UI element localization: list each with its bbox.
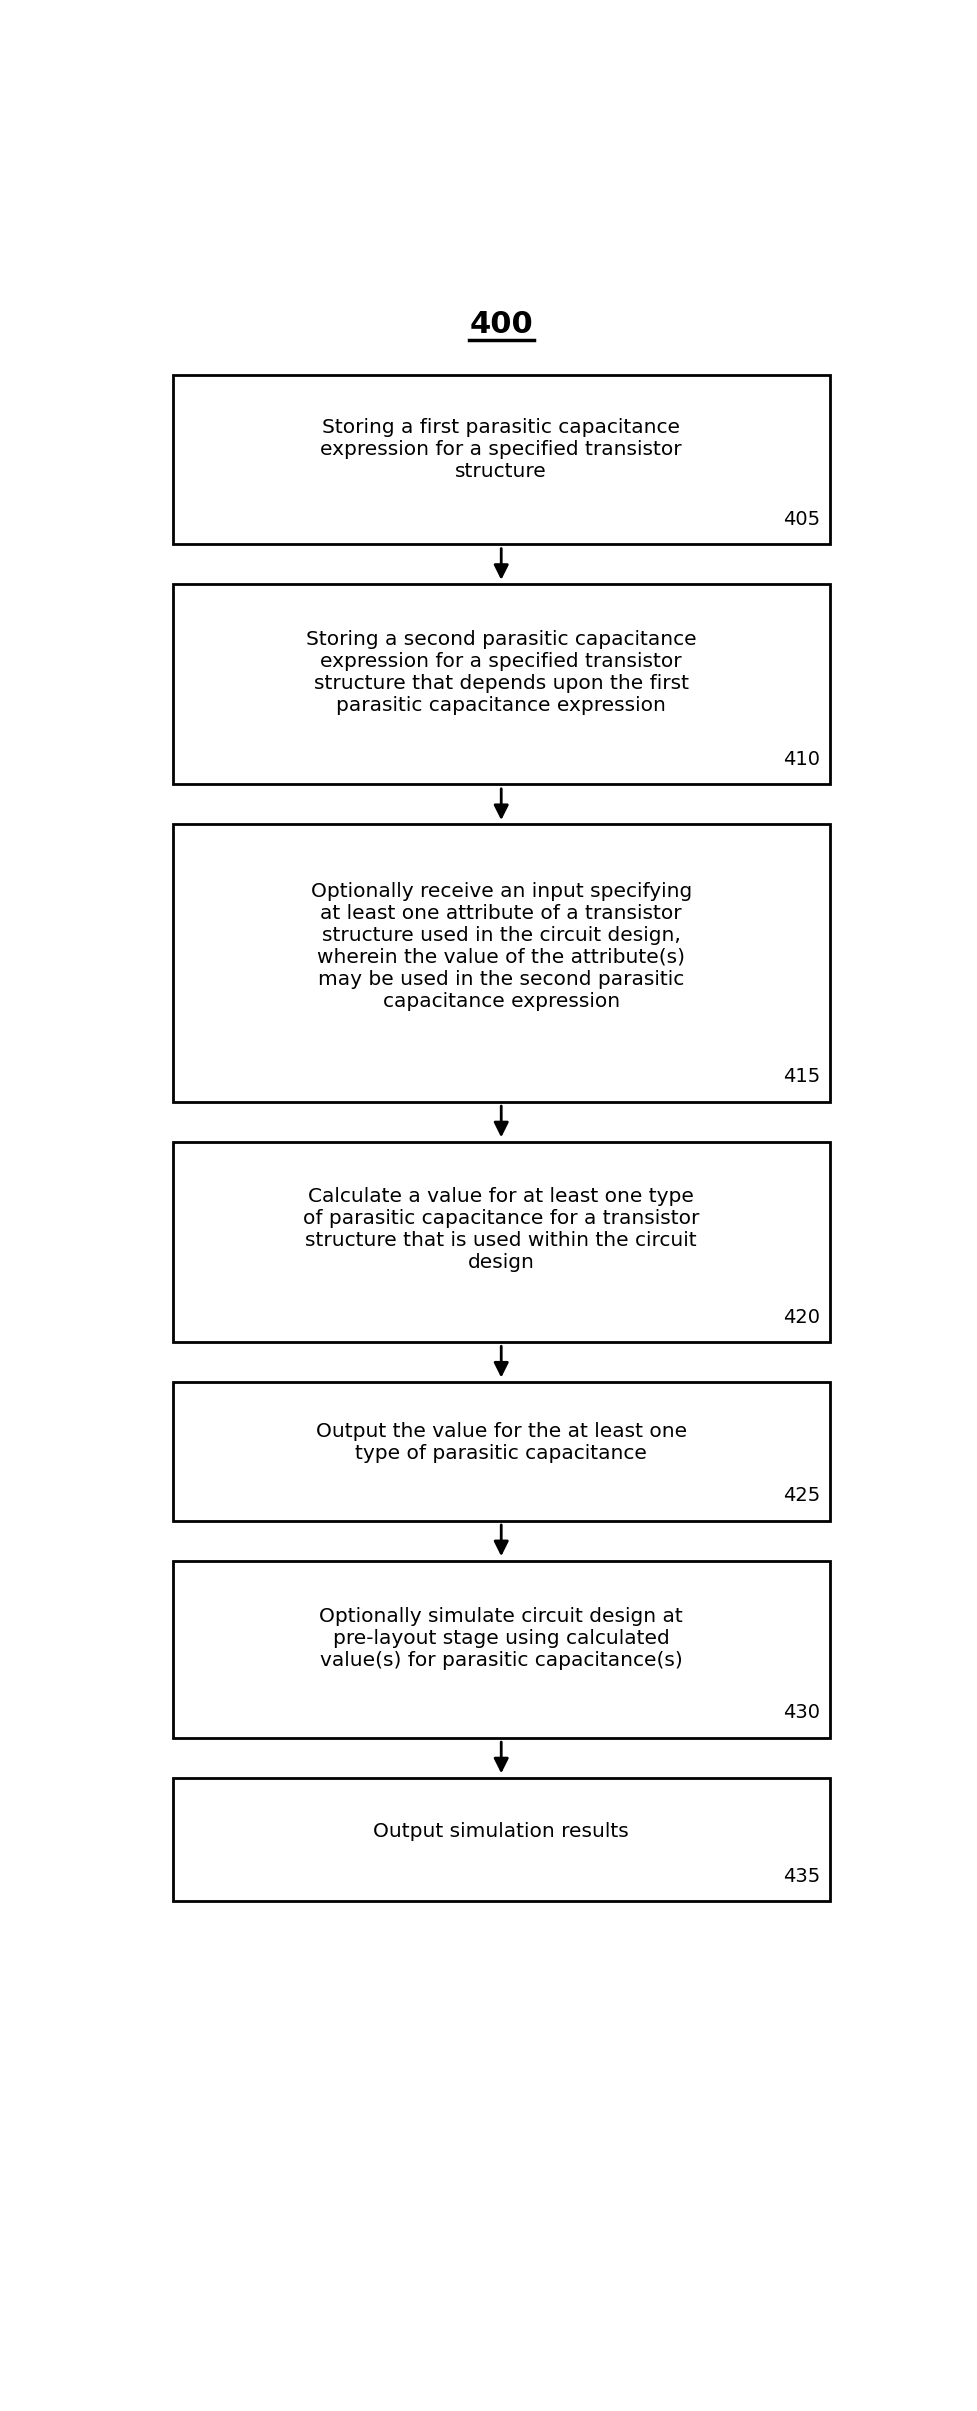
Text: Optionally receive an input specifying
at least one attribute of a transistor
st: Optionally receive an input specifying a…: [311, 882, 691, 1010]
Text: Storing a first parasitic capacitance
expression for a specified transistor
stru: Storing a first parasitic capacitance ex…: [320, 417, 681, 480]
Bar: [173, 1382, 828, 1521]
Bar: [173, 1777, 828, 1900]
Text: 420: 420: [783, 1307, 820, 1326]
Text: 400: 400: [469, 311, 532, 340]
Bar: [173, 374, 828, 545]
Text: 435: 435: [783, 1866, 820, 1885]
Text: 430: 430: [783, 1702, 820, 1721]
Text: Calculate a value for at least one type
of parasitic capacitance for a transisto: Calculate a value for at least one type …: [303, 1186, 699, 1273]
Bar: [173, 583, 828, 784]
Text: 410: 410: [783, 750, 820, 769]
Bar: [173, 1560, 828, 1738]
Bar: [173, 1143, 828, 1343]
Text: 405: 405: [783, 509, 820, 528]
Text: Output the value for the at least one
type of parasitic capacitance: Output the value for the at least one ty…: [316, 1422, 686, 1463]
Text: 415: 415: [783, 1068, 820, 1087]
Text: Output simulation results: Output simulation results: [373, 1823, 628, 1842]
Text: Optionally simulate circuit design at
pre-layout stage using calculated
value(s): Optionally simulate circuit design at pr…: [319, 1608, 682, 1671]
Text: 425: 425: [783, 1485, 820, 1504]
Text: Storing a second parasitic capacitance
expression for a specified transistor
str: Storing a second parasitic capacitance e…: [306, 629, 696, 714]
Bar: [173, 825, 828, 1102]
